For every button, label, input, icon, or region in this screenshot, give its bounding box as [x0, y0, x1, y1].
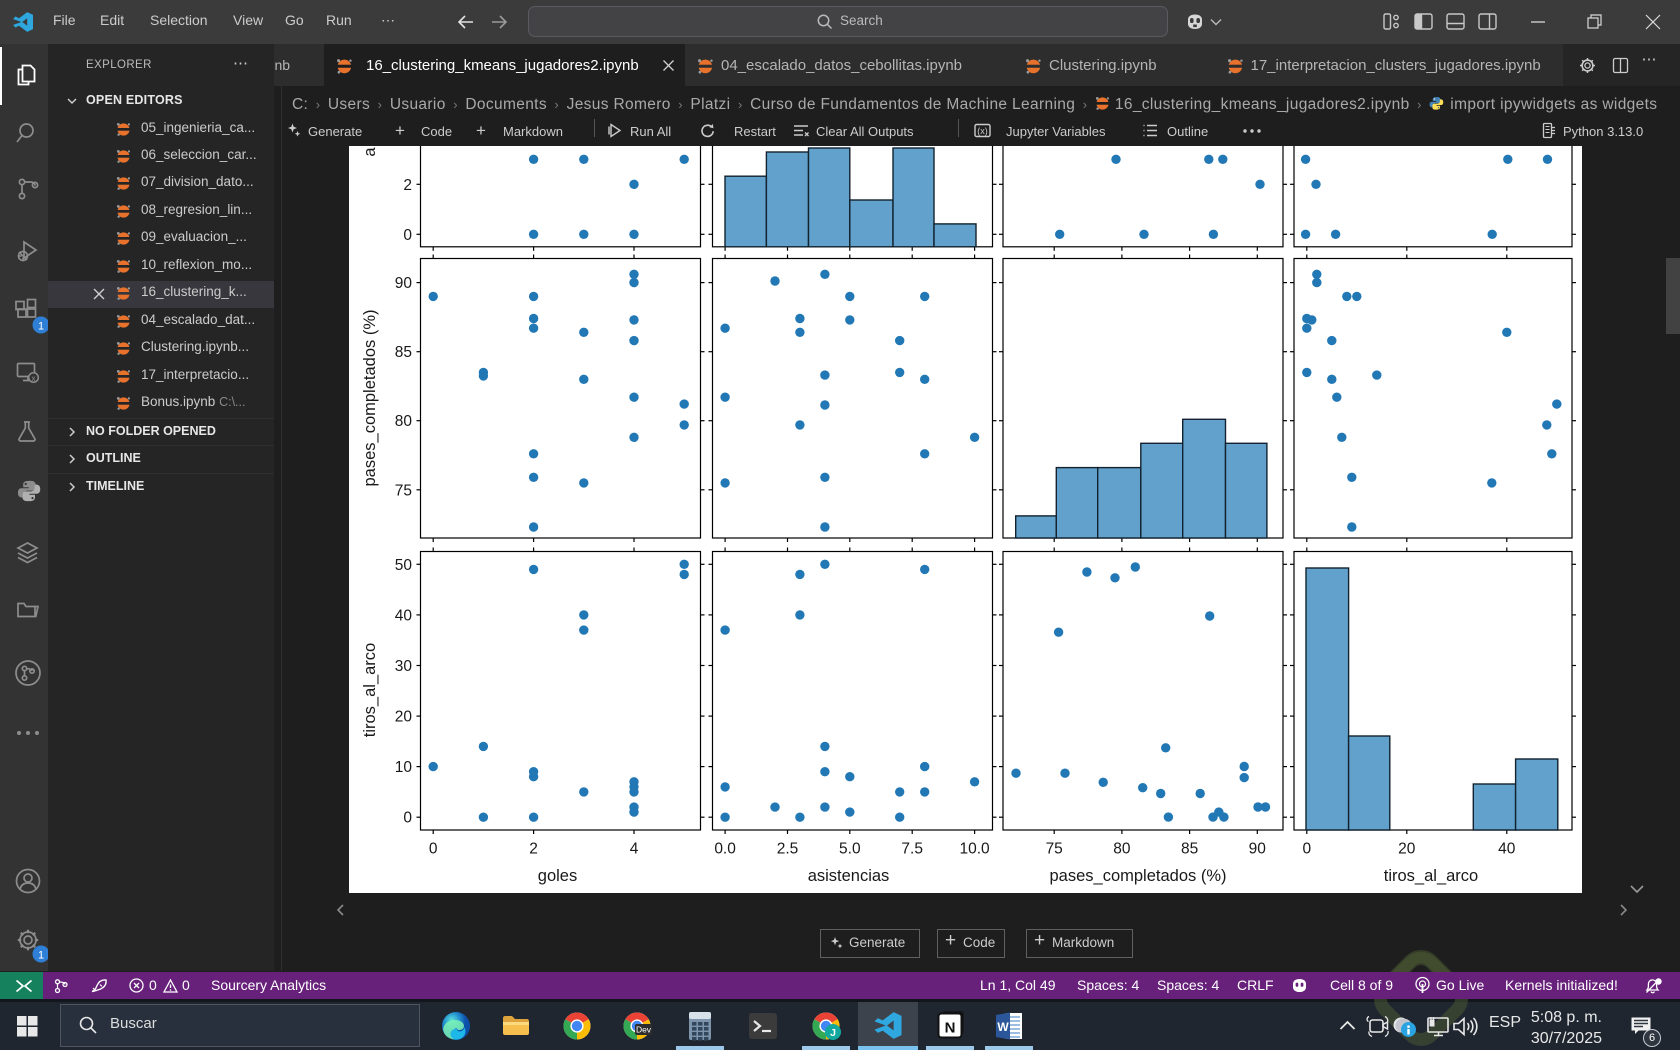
svg-text:2: 2	[529, 841, 538, 858]
svg-text:(x): (x)	[977, 126, 988, 136]
svg-text:40: 40	[395, 607, 413, 624]
svg-text:7.5: 7.5	[901, 841, 923, 858]
svg-text:Dev: Dev	[636, 1025, 652, 1035]
svg-text:85: 85	[1181, 841, 1198, 858]
svg-text:pases_completados (%): pases_completados (%)	[1049, 867, 1226, 885]
svg-text:goles: goles	[538, 867, 577, 885]
svg-text:90: 90	[395, 275, 413, 292]
svg-text:0: 0	[429, 841, 438, 858]
svg-text:0: 0	[403, 810, 412, 827]
svg-text:0.0: 0.0	[714, 841, 736, 858]
svg-text:a: a	[361, 147, 379, 157]
svg-text:1: 1	[38, 950, 44, 962]
svg-text:2.5: 2.5	[777, 841, 799, 858]
svg-text:40: 40	[1498, 841, 1516, 858]
svg-text:20: 20	[1398, 841, 1416, 858]
svg-text:85: 85	[395, 344, 412, 361]
svg-text:x: x	[32, 374, 36, 383]
svg-text:75: 75	[395, 482, 412, 499]
svg-text:2: 2	[403, 177, 412, 194]
svg-text:W: W	[997, 1020, 1009, 1034]
svg-text:1: 1	[38, 321, 44, 333]
svg-text:90: 90	[1249, 841, 1267, 858]
svg-text:50: 50	[395, 557, 413, 574]
svg-text:0: 0	[403, 227, 412, 244]
svg-text:80: 80	[395, 413, 413, 430]
svg-text:tiros_al_arco: tiros_al_arco	[361, 643, 379, 737]
svg-text:4: 4	[630, 841, 639, 858]
svg-text:75: 75	[1046, 841, 1063, 858]
svg-text:N: N	[945, 1020, 956, 1037]
svg-text:20: 20	[395, 709, 413, 726]
svg-text:asistencias: asistencias	[808, 867, 890, 885]
svg-text:10: 10	[395, 759, 413, 776]
svg-text:pases_completados (%): pases_completados (%)	[361, 309, 379, 486]
svg-text:10.0: 10.0	[960, 841, 991, 858]
svg-text:0: 0	[1302, 841, 1311, 858]
svg-text:5.0: 5.0	[839, 841, 861, 858]
svg-text:30: 30	[395, 658, 413, 675]
svg-text:J: J	[830, 1027, 836, 1039]
svg-text:80: 80	[1113, 841, 1131, 858]
svg-text:tiros_al_arco: tiros_al_arco	[1384, 867, 1478, 885]
